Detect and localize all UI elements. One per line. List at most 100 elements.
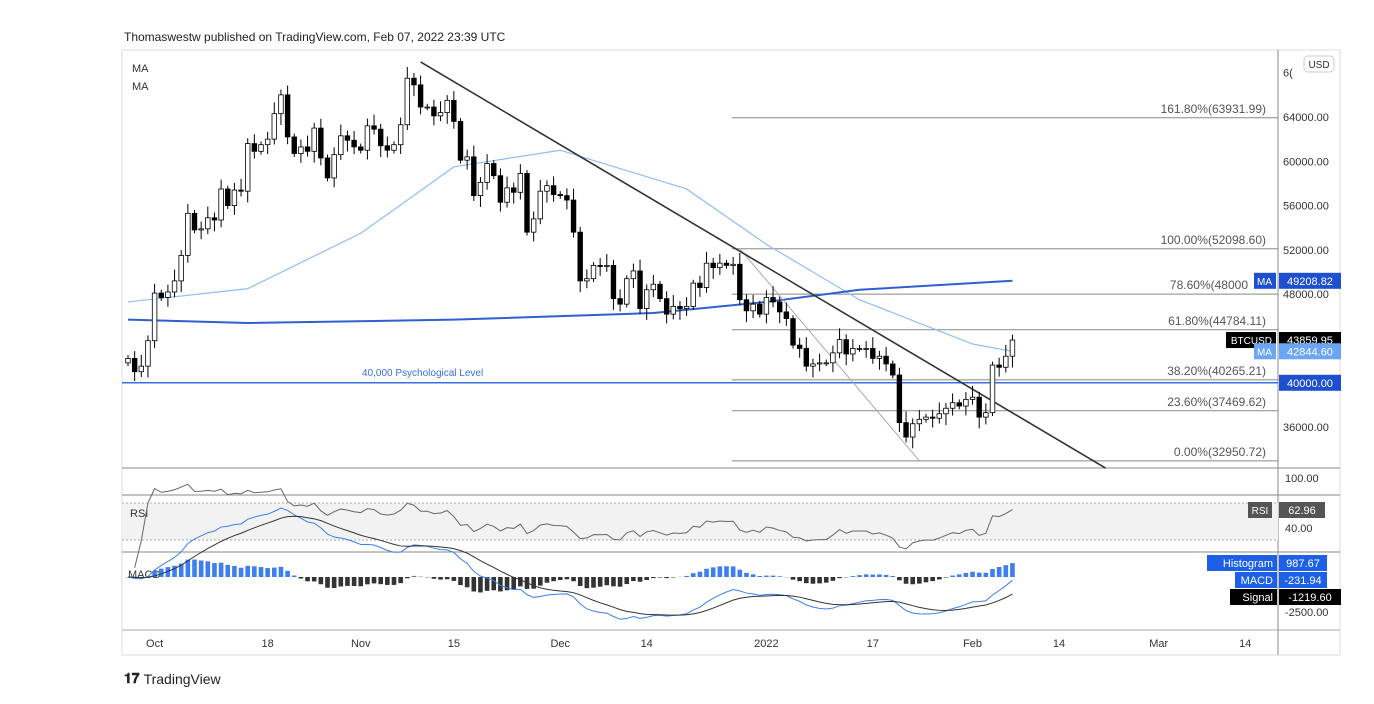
macd-histogram-bar: [976, 572, 982, 577]
macd-histogram-bar: [351, 577, 357, 586]
candle: [743, 299, 750, 312]
candle: [856, 348, 863, 350]
macd-histogram-bar: [484, 577, 490, 591]
macd-histogram-bar: [185, 559, 191, 577]
candle: [497, 175, 504, 203]
candle: [351, 139, 357, 148]
macd-histogram-bar: [252, 566, 257, 577]
x-tick-label: 2022: [754, 638, 778, 650]
candle: [777, 301, 783, 313]
macd-histogram-bar: [777, 576, 782, 577]
macd-histogram-bar: [611, 577, 616, 587]
macd-histogram-bar: [531, 577, 536, 589]
candle: [471, 156, 477, 197]
macd-histogram-bar: [345, 577, 350, 586]
macd-histogram-bar: [291, 575, 297, 577]
candle: [863, 348, 869, 350]
candle: [850, 348, 856, 355]
candle: [1003, 355, 1009, 368]
macd-histogram-bar: [285, 570, 290, 577]
candle: [969, 396, 976, 400]
macd-histogram-bar: [538, 577, 543, 586]
macd-histogram-bar: [597, 577, 603, 587]
candle: [384, 145, 391, 151]
macd-histogram-bar: [212, 563, 217, 577]
macd-histogram-bar: [371, 577, 377, 584]
macd-histogram-bar: [797, 577, 802, 582]
macd-histogram-bar: [431, 577, 437, 579]
candle: [670, 305, 676, 315]
ma50-line: [127, 149, 1013, 352]
price-label-bg: [1279, 343, 1341, 360]
macd-histogram-bar: [737, 569, 743, 577]
candle: [610, 264, 617, 300]
candle: [683, 305, 690, 309]
candle: [391, 144, 397, 151]
macd-histogram-bar: [744, 572, 749, 577]
candle: [231, 189, 238, 206]
y-tick-label: 60000.00: [1283, 156, 1329, 168]
candle: [151, 292, 158, 342]
candle: [730, 263, 736, 266]
macd-histogram-bar: [165, 567, 171, 577]
candle: [870, 348, 876, 359]
macd-histogram-bar: [325, 577, 330, 588]
macd-histogram-bar: [910, 577, 915, 585]
macd-histogram-bar: [1003, 565, 1009, 577]
tradingview-logo[interactable]: 𝟏𝟕 TradingView: [124, 670, 221, 687]
candle: [896, 374, 903, 424]
candle: [624, 278, 630, 305]
macd-histogram-bar: [551, 577, 556, 582]
candle: [437, 112, 444, 117]
rsi-tick-top: 100.00: [1285, 473, 1319, 485]
macd-histogram-bar: [750, 574, 756, 577]
candle: [783, 311, 790, 319]
candle: [796, 344, 803, 349]
macd-histogram-bar: [405, 577, 410, 579]
candle: [923, 416, 929, 420]
x-tick-label: Dec: [550, 638, 570, 650]
macd-histogram-bar: [338, 577, 344, 587]
candle: [517, 173, 524, 193]
macd-histogram-bar: [225, 564, 231, 577]
macd-histogram-bar: [205, 561, 211, 577]
x-tick-label: 14: [641, 638, 653, 650]
macd-histogram-bar: [923, 577, 929, 583]
macd-histogram-bar: [218, 562, 224, 577]
macd-histogram-bar: [238, 567, 244, 577]
x-tick-label: 14: [1053, 638, 1065, 650]
macd-histogram-bar: [604, 577, 610, 586]
candle: [723, 262, 730, 266]
macd-histogram-bar: [857, 575, 862, 577]
candle: [936, 413, 942, 419]
candle: [929, 416, 936, 419]
macd-histogram-bar: [850, 576, 856, 577]
macd-histogram-bar: [398, 577, 403, 584]
price-label-bg: [1279, 374, 1341, 391]
macd-histogram-bar: [883, 574, 889, 577]
macd-histogram-bar: [258, 567, 264, 577]
histogram-tag: Histogram: [1223, 558, 1273, 570]
candle: [790, 318, 796, 346]
candle: [477, 181, 484, 197]
y-tick-label: 6(: [1283, 68, 1293, 80]
macd-histogram-bar: [963, 572, 969, 577]
price-label-value: 49208.82: [1287, 276, 1333, 288]
candle: [264, 138, 271, 146]
macd-histogram-bar: [790, 577, 796, 580]
x-tick-label: Mar: [1149, 638, 1168, 650]
candle: [883, 355, 889, 365]
candle: [910, 423, 916, 438]
macd-histogram-bar: [544, 577, 550, 583]
candle: [750, 303, 756, 312]
macd-histogram-bar: [265, 568, 270, 577]
macd-histogram-bar: [651, 577, 656, 579]
candle: [983, 412, 989, 418]
candle: [464, 156, 470, 161]
candle: [444, 99, 450, 113]
currency-button[interactable]: [1303, 55, 1335, 73]
macd-histogram-bar: [697, 571, 703, 577]
macd-histogram-bar: [996, 567, 1002, 577]
candle: [949, 402, 956, 409]
